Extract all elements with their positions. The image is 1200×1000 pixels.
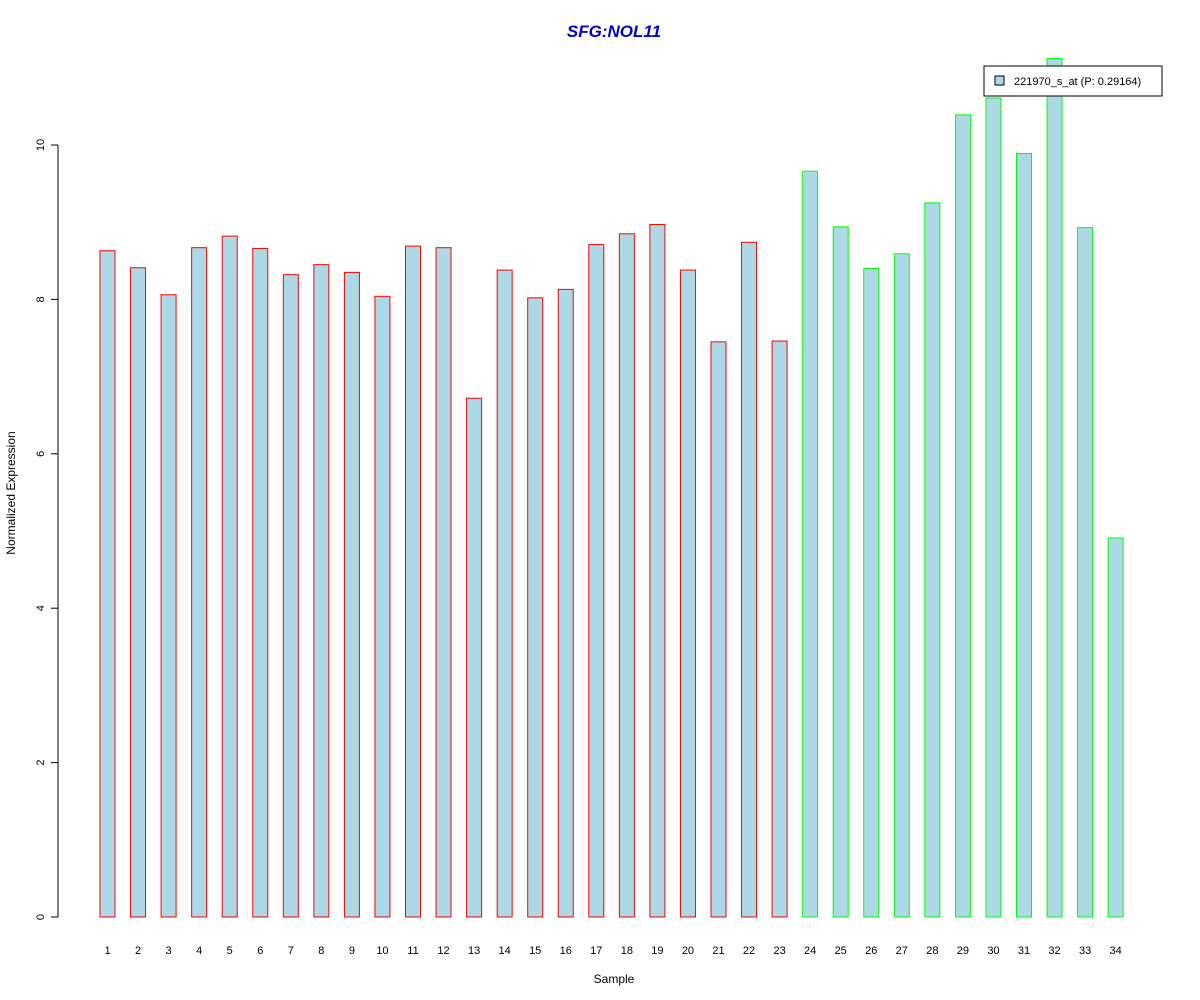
x-tick-label: 32 [1048, 945, 1060, 957]
bars [99, 58, 1124, 918]
x-tick-label: 20 [682, 945, 694, 957]
bar-sample-5 [221, 235, 238, 918]
bar-sample-10 [374, 295, 391, 918]
y-tick-label: 2 [35, 760, 47, 766]
bar-sample-32 [1046, 58, 1063, 918]
bar-sample-23 [771, 340, 788, 918]
bar-sample-31 [1016, 152, 1032, 918]
x-tick-label: 3 [166, 945, 172, 957]
x-tick-label: 17 [590, 945, 602, 957]
x-tick-label: 34 [1110, 945, 1122, 957]
y-tick-label: 4 [35, 605, 47, 611]
bar-sample-9 [343, 271, 360, 918]
x-tick-label: 27 [896, 945, 908, 957]
x-tick-label: 33 [1079, 945, 1091, 957]
x-tick-label: 10 [376, 945, 388, 957]
x-tick-label: 5 [227, 945, 233, 957]
bar-sample-28 [924, 202, 941, 918]
bar-sample-2 [130, 267, 147, 918]
bar-sample-1 [99, 250, 116, 918]
y-tick-label: 8 [35, 296, 47, 302]
bar-sample-11 [405, 245, 421, 918]
x-tick-label: 18 [621, 945, 633, 957]
bar-sample-16 [557, 288, 574, 918]
bar-sample-33 [1077, 227, 1094, 918]
bar-sample-13 [466, 397, 483, 918]
legend: 221970_s_at (P: 0.29164) [983, 65, 1163, 97]
bar-sample-29 [954, 114, 971, 918]
bar-sample-4 [191, 247, 208, 918]
bar-sample-7 [282, 274, 299, 918]
x-tick-label: 6 [257, 945, 263, 957]
bar-sample-20 [679, 269, 696, 918]
y-ticks: 0 2 4 6 8 10 [35, 139, 58, 920]
x-tick-label: 1 [104, 945, 110, 957]
legend-label: 221970_s_at (P: 0.29164) [1014, 76, 1141, 88]
x-tick-label: 21 [712, 945, 724, 957]
x-tick-label: 8 [318, 945, 324, 957]
bar-sample-3 [160, 294, 177, 918]
bar-sample-24 [802, 170, 819, 918]
x-tick-label: 14 [499, 945, 511, 957]
legend-swatch [994, 75, 1005, 86]
y-tick-label: 6 [35, 451, 47, 457]
y-axis-label: Normalized Expression [4, 431, 18, 554]
x-tick-label: 26 [865, 945, 877, 957]
x-axis-label: Sample [594, 972, 635, 986]
x-tick-label: 28 [926, 945, 938, 957]
bar-sample-27 [893, 253, 910, 918]
x-tick-label: 12 [437, 945, 449, 957]
bar-sample-12 [435, 247, 452, 918]
x-tick-label: 13 [468, 945, 480, 957]
x-tick-label: 25 [835, 945, 847, 957]
bar-sample-30 [985, 97, 1002, 918]
x-tick-label: 9 [349, 945, 355, 957]
x-tick-label: 24 [804, 945, 816, 957]
y-tick-label: 10 [35, 139, 47, 151]
x-tick-label: 23 [773, 945, 785, 957]
x-tick-label: 2 [135, 945, 141, 957]
x-tick-label: 30 [987, 945, 999, 957]
bar-sample-6 [252, 247, 269, 918]
bar-sample-34 [1107, 537, 1124, 918]
x-tick-labels: 1 2 3 4 5 6 7 8 9 10 11 12 13 14 15 16 17 18 19 20 21 22 23 24 2… [104, 945, 1121, 957]
x-tick-label: 16 [560, 945, 572, 957]
x-tick-label: 15 [529, 945, 541, 957]
bar-sample-21 [710, 341, 727, 918]
x-tick-label: 29 [957, 945, 969, 957]
bar-sample-18 [618, 233, 635, 918]
legend-box [983, 65, 1163, 97]
bar-sample-8 [313, 264, 330, 918]
y-tick-label: 0 [35, 914, 47, 920]
bar-sample-19 [649, 224, 666, 918]
x-tick-label: 31 [1018, 945, 1030, 957]
bar-sample-22 [741, 241, 758, 918]
x-tick-label: 22 [743, 945, 755, 957]
bar-sample-26 [863, 268, 880, 918]
bar-sample-17 [588, 244, 605, 918]
chart-title: SFG:NOL11 [567, 22, 661, 41]
x-tick-label: 11 [407, 945, 418, 957]
bar-sample-14 [496, 269, 513, 918]
x-tick-label: 19 [651, 945, 663, 957]
x-tick-label: 4 [196, 945, 202, 957]
bar-sample-25 [832, 226, 849, 918]
x-tick-label: 7 [288, 945, 294, 957]
bar-sample-15 [527, 297, 544, 918]
